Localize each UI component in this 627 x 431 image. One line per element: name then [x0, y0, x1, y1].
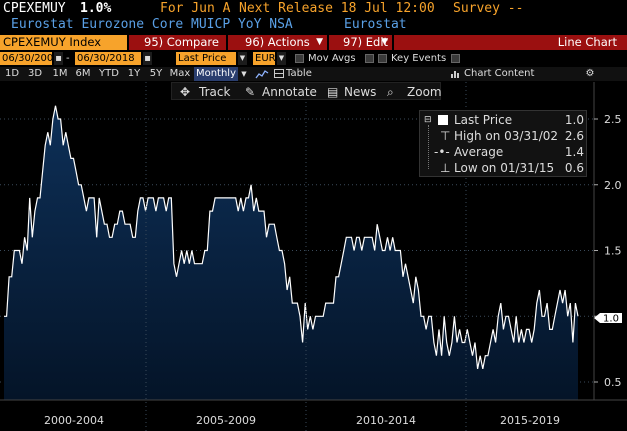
period-5y-button[interactable]: 5Y: [149, 68, 163, 79]
legend-avg-label: Average: [454, 145, 504, 159]
key-events-settings-checkbox[interactable]: [451, 54, 460, 63]
calendar-icon[interactable]: ▪: [143, 52, 152, 65]
chevron-down-icon: ▼: [316, 37, 323, 47]
track-button[interactable]: Track: [199, 85, 231, 99]
chevron-down-icon[interactable]: ▼: [241, 70, 247, 78]
security-header: CPEXEMUY 1.0% For Jun A Next Release 18 …: [0, 0, 627, 17]
annotate-button[interactable]: Annotate: [262, 85, 317, 99]
period-ytd-button[interactable]: YTD: [99, 68, 119, 79]
legend-tree-line: [428, 125, 429, 169]
calendar-icon[interactable]: ▪: [54, 52, 63, 65]
legend-low-label: Low on 01/31/15: [454, 161, 555, 175]
ticker-input[interactable]: CPEXEMUY Index: [0, 35, 127, 50]
y-tick-label: 1.5: [604, 245, 622, 258]
legend-high-label: High on 03/31/02: [454, 129, 559, 143]
compare-label: 95) Compare: [144, 35, 219, 49]
legend-high: ⊤ High on 03/31/02 2.6: [420, 128, 588, 144]
legend-high-value: 2.6: [564, 129, 584, 143]
price-field-select[interactable]: Last Price: [176, 52, 236, 65]
chart-toolbar: ✥ Track ✎ Annotate ▤ News ⌕ Zoom: [171, 82, 442, 100]
mov-avgs-checkbox[interactable]: [295, 54, 304, 63]
news-button[interactable]: News: [344, 85, 377, 99]
legend-last-value: 1.0: [564, 113, 584, 127]
ticker-symbol: CPEXEMUY: [3, 1, 66, 16]
chevron-down-icon[interactable]: ▼: [277, 52, 286, 65]
x-tick-label: 2000-2004: [44, 414, 104, 427]
y-tick-label: 0.5: [604, 376, 622, 389]
table-icon[interactable]: [272, 67, 286, 81]
period-1y-button[interactable]: 1Y: [127, 68, 141, 79]
legend-last-price[interactable]: ⊟ Last Price 1.0: [420, 112, 588, 128]
chart-type-label[interactable]: Line Chart: [394, 35, 627, 50]
period-1m-button[interactable]: 1M: [52, 68, 68, 79]
y-tick-label: 2.0: [604, 179, 622, 192]
key-events-checkbox[interactable]: [378, 54, 387, 63]
price-chart[interactable]: 0.5 1.5 2.0 2.5 2000-2004 2005-2009 2010-2014…: [0, 82, 627, 431]
start-date-input[interactable]: 06/30/2000: [0, 52, 60, 65]
survey-label: Survey --: [453, 1, 524, 16]
x-tick-label: 2015-2019: [500, 414, 560, 427]
low-marker-icon: ⊥: [440, 161, 451, 175]
last-value-marker: 1.0: [594, 313, 622, 325]
price-line: [4, 105, 579, 370]
date-separator: -: [66, 53, 70, 64]
date-range-row: 06/30/2000 ▪ - 06/30/2018 ▪ Last Price ▼…: [0, 52, 627, 66]
legend-swatch: [438, 115, 448, 125]
security-description-row: Eurostat Eurozone Core MUICP YoY NSA Eur…: [0, 17, 627, 34]
period-3d-button[interactable]: 3D: [27, 68, 43, 79]
x-tick-label: 2010-2014: [356, 414, 416, 427]
chart-legend: ⊟ Last Price 1.0 ⊤ High on 03/31/02 2.6 …: [419, 110, 587, 177]
high-marker-icon: ⊤: [440, 129, 451, 143]
chart-content-icon[interactable]: [449, 67, 461, 81]
edit-button[interactable]: 97) Edit ▼: [329, 35, 392, 50]
actions-button[interactable]: 96) Actions ▼: [228, 35, 327, 50]
next-release: Next Release 18 Jul 12:00: [239, 1, 435, 16]
security-description: Eurostat Eurozone Core MUICP YoY NSA: [11, 17, 293, 32]
x-axis-ticks: 2000-2004 2005-2009 2010-2014 2015-2019: [44, 82, 560, 431]
currency-select[interactable]: EUR: [253, 52, 276, 65]
chevron-down-icon[interactable]: ▼: [238, 52, 247, 65]
pencil-icon[interactable]: ✎: [245, 85, 256, 99]
track-icon[interactable]: ✥: [180, 85, 191, 99]
legend-last-label: Last Price: [454, 113, 513, 127]
chart-content-button[interactable]: Chart Content: [464, 68, 535, 79]
collapse-icon[interactable]: ⊟: [424, 115, 432, 125]
table-button[interactable]: Table: [286, 68, 312, 79]
average-marker-icon: -•-: [434, 145, 450, 159]
y-tick-label: 2.5: [604, 113, 622, 126]
legend-average: -•- Average 1.4: [420, 144, 588, 160]
actions-label: 96) Actions: [245, 35, 310, 49]
period-1d-button[interactable]: 1D: [4, 68, 20, 79]
legend-low: ⊥ Low on 01/31/15 0.6: [420, 160, 588, 176]
gear-icon[interactable]: ⚙: [585, 68, 595, 79]
period-label: For Jun A: [160, 1, 231, 16]
frequency-select[interactable]: Monthly: [194, 67, 238, 81]
period-6m-button[interactable]: 6M: [75, 68, 91, 79]
end-date-input[interactable]: 06/30/2018: [75, 52, 141, 65]
news-icon[interactable]: ▤: [327, 85, 339, 99]
price-area-fill: [4, 105, 578, 401]
last-value-marker-label: 1.0: [603, 314, 619, 325]
source-label: Eurostat: [344, 17, 407, 32]
menu-bar: CPEXEMUY Index 95) Compare 96) Actions ▼…: [0, 34, 627, 51]
zoom-icon[interactable]: ⌕: [387, 85, 394, 99]
zoom-button[interactable]: Zoom: [407, 85, 442, 99]
x-tick-label: 2005-2009: [196, 414, 256, 427]
period-max-button[interactable]: Max: [169, 68, 191, 79]
last-value: 1.0%: [80, 1, 112, 16]
chart-view-icon[interactable]: [253, 67, 271, 81]
mov-avgs-settings-checkbox[interactable]: [365, 54, 374, 63]
chevron-down-icon: ▼: [381, 37, 388, 47]
period-selector-row: 1D 3D 1M 6M YTD 1Y 5Y Max Monthly ▼ Tabl…: [0, 67, 627, 81]
compare-button[interactable]: 95) Compare: [129, 35, 226, 50]
key-events-label: Key Events: [391, 53, 447, 64]
y-axis-ticks: 0.5 1.5 2.0 2.5: [594, 113, 622, 389]
legend-low-value: 0.6: [564, 161, 584, 175]
legend-avg-value: 1.4: [564, 145, 584, 159]
edit-label: 97) Edit: [343, 35, 389, 49]
mov-avgs-label: Mov Avgs: [308, 53, 356, 64]
